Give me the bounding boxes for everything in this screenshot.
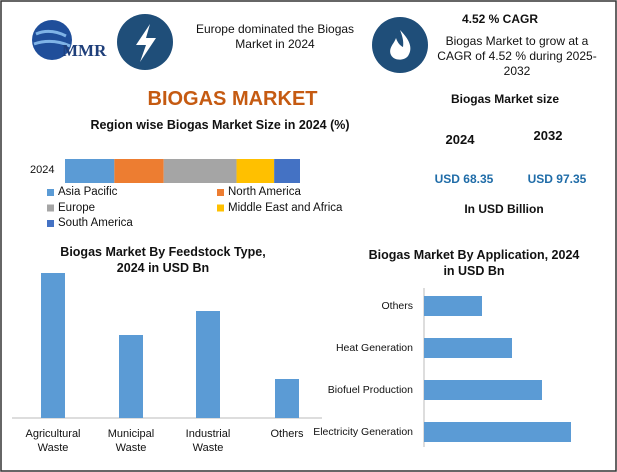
legend-swatch (47, 220, 54, 227)
legend-swatch (47, 189, 54, 196)
legend-label: Middle East and Africa (228, 201, 343, 214)
bar-segment (114, 159, 164, 183)
chart-title: Biogas Market By Feedstock Type, 2024 in… (60, 245, 266, 275)
bar (119, 335, 143, 418)
legend-swatch (47, 204, 54, 212)
bar-segment (163, 159, 237, 183)
y-tick-label: Biofuel Production (327, 383, 413, 396)
icon-flame (390, 30, 411, 60)
bar-segment (274, 159, 300, 183)
bar (424, 296, 482, 316)
market-size-value: USD 97.35 (527, 172, 587, 186)
logo-swoosh (33, 29, 71, 48)
y-tick-label: Others (381, 299, 413, 312)
category-label: 2024 (30, 164, 55, 176)
legend-label: North America (228, 186, 301, 198)
legend-label: Europe (58, 201, 96, 214)
y-tick-label: Heat Generation (335, 341, 413, 354)
chart-title: Biogas Market By Application, 2024 in US… (368, 248, 580, 278)
bar-segment (236, 159, 275, 183)
bar (196, 311, 220, 418)
cagr: 4.52 % CAGR (461, 12, 539, 26)
market-size-value: USD 68.35 (434, 172, 494, 186)
x-tick-label: Industrial Waste (185, 428, 231, 454)
bar (424, 422, 571, 442)
bar (424, 380, 542, 400)
legend-label: Asia Pacific (58, 186, 118, 198)
market-size-unit: In USD Billion (464, 202, 544, 216)
bar (424, 338, 512, 358)
x-tick-label: Others (270, 428, 304, 440)
market-size-year: 2032 (533, 128, 563, 143)
icon-bolt (136, 24, 156, 62)
y-tick-label: Electricity Generation (313, 425, 413, 438)
x-tick-label: Municipal Waste (107, 428, 155, 454)
legend-swatch (217, 204, 224, 212)
market-size-year: 2024 (445, 132, 475, 147)
bar-segment (65, 159, 115, 183)
legend-label: South America (58, 217, 133, 229)
x-tick-label: Agricultural Waste (25, 428, 81, 454)
logo-text: MMR (62, 41, 107, 60)
europe-note: Europe dominated the Biogas Market in 20… (195, 22, 355, 51)
market-size-title: Biogas Market size (450, 92, 560, 106)
bar (275, 379, 299, 418)
chart-title: Region wise Biogas Market Size in 2024 (… (90, 118, 350, 132)
legend-swatch (217, 189, 224, 196)
cagr-note: Biogas Market to grow at a CAGR of 4.52 … (437, 34, 597, 78)
bar (41, 273, 65, 418)
main-title: BIOGAS MARKET (147, 88, 318, 110)
